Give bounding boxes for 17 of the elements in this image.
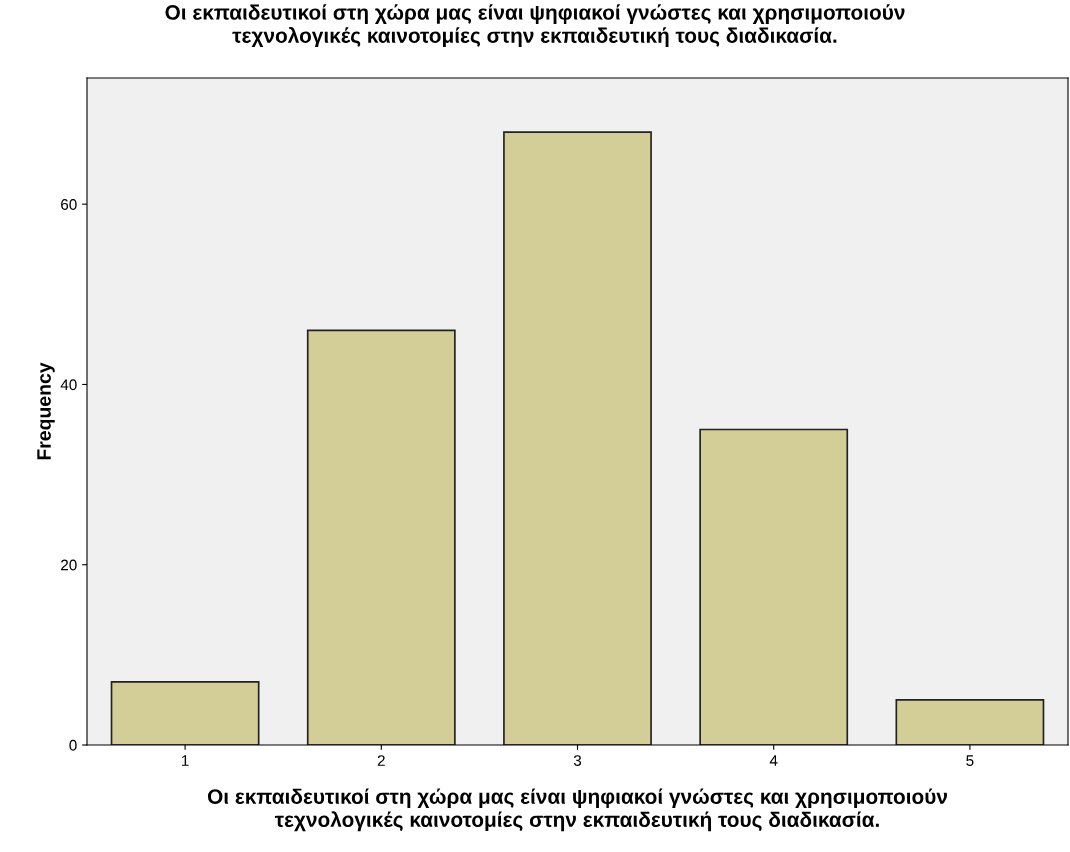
x-tick-label: 4 [769, 755, 778, 766]
y-tick-label: 60 [61, 199, 77, 210]
chart-title: Οι εκπαιδευτικοί στη χώρα μας είναι ψηφιακοί γνώστες και χρησιμοποιούν τεχνολογικές καινοτομίες στην εκπαιδευτική τους διαδικασία. [165, 4, 905, 47]
x-tick-label: 2 [377, 755, 385, 766]
y-tick-label: 40 [60, 379, 77, 391]
bar [503, 131, 652, 745]
y-tick-label: 20 [61, 559, 77, 571]
x-tick-label: 3 [573, 755, 582, 766]
bar [699, 428, 849, 745]
x-axis-title: Οι εκπαιδευτικοί στη χώρα μας είναι ψηφιακοί γνώστες και χρησιμοποιούν τεχνολογικές καινοτομίες στην εκπαιδευτική τους διαδικασία. [207, 788, 948, 832]
y-axis-title: Frequency [37, 362, 55, 460]
bar [895, 699, 1045, 745]
bar [110, 681, 260, 745]
x-tick-label: 5 [966, 755, 974, 766]
bar [306, 329, 456, 745]
x-tick-label: 1 [182, 755, 189, 766]
y-tick-label: 0 [69, 739, 77, 751]
